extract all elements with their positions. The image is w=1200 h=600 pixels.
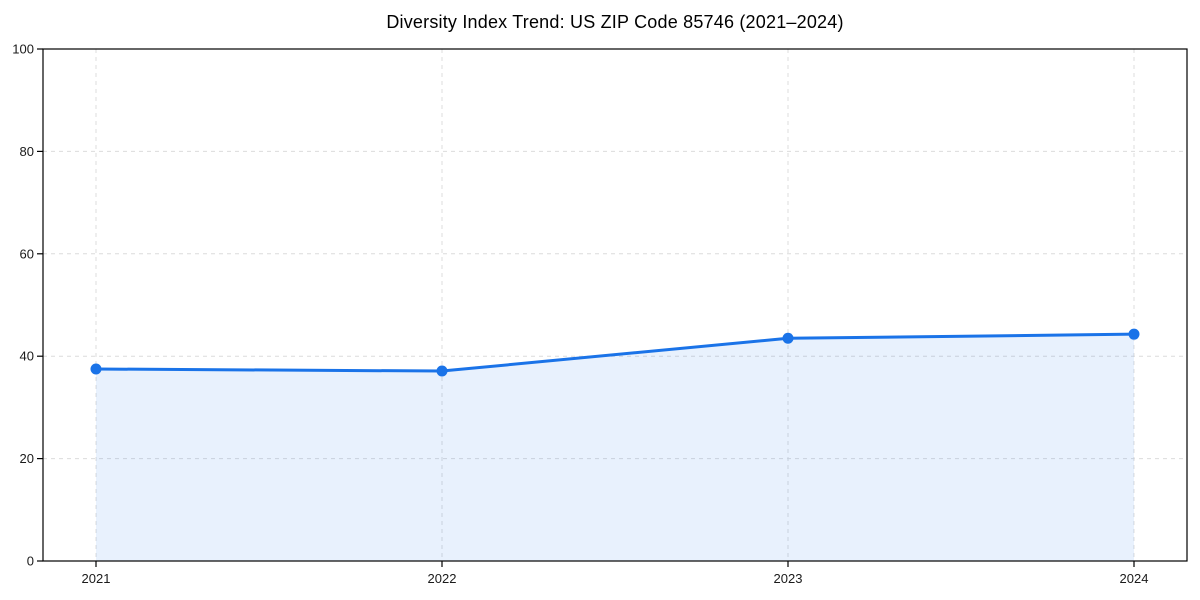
y-tick-label-40: 40 <box>20 349 34 364</box>
trend-line <box>94 332 1136 373</box>
x-tick-label-2023: 2023 <box>774 571 803 586</box>
y-tick-label-100: 100 <box>12 42 34 57</box>
area-fill <box>96 334 1134 561</box>
y-tick-label-80: 80 <box>20 144 34 159</box>
plot-frame <box>42 48 1188 562</box>
x-tick-label-2024: 2024 <box>1120 571 1149 586</box>
data-point-2023 <box>782 332 794 344</box>
y-tick-label-20: 20 <box>20 451 34 466</box>
data-point-2024 <box>1128 328 1140 340</box>
data-point-2022 <box>436 365 448 377</box>
y-tick-label-0: 0 <box>27 554 34 569</box>
y-tick-label-60: 60 <box>20 246 34 261</box>
x-tick-label-2021: 2021 <box>82 571 111 586</box>
data-point-2021 <box>90 363 102 375</box>
plot-area <box>43 49 1187 561</box>
chart-title: Diversity Index Trend: US ZIP Code 85746… <box>386 12 844 32</box>
x-tick-label-2022: 2022 <box>428 571 457 586</box>
